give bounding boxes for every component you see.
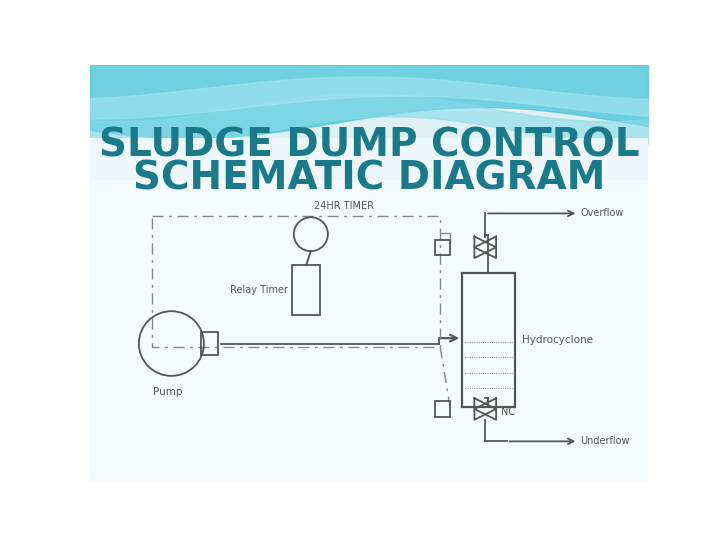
Bar (90, 180, 648, 481)
Text: SLUDGE DUMP CONTROL: SLUDGE DUMP CONTROL (99, 127, 639, 165)
Text: Relay Timer: Relay Timer (230, 285, 289, 295)
Text: Underflow: Underflow (580, 436, 630, 447)
Text: Pump: Pump (153, 387, 182, 397)
Bar (435, 240, 451, 255)
Text: Overflow: Overflow (580, 208, 624, 218)
Text: NC: NC (500, 407, 515, 417)
Bar (462, 273, 515, 408)
Bar (90, 138, 648, 481)
Text: 24HR TIMER: 24HR TIMER (314, 201, 374, 211)
Text: SCHEMATIC DIAGRAM: SCHEMATIC DIAGRAM (132, 160, 606, 198)
Bar (435, 401, 451, 417)
Bar (152, 217, 441, 347)
Bar (292, 265, 320, 315)
Bar (201, 332, 218, 355)
Text: Hydrocyclone: Hydrocyclone (523, 335, 593, 345)
Bar (90, 111, 648, 481)
